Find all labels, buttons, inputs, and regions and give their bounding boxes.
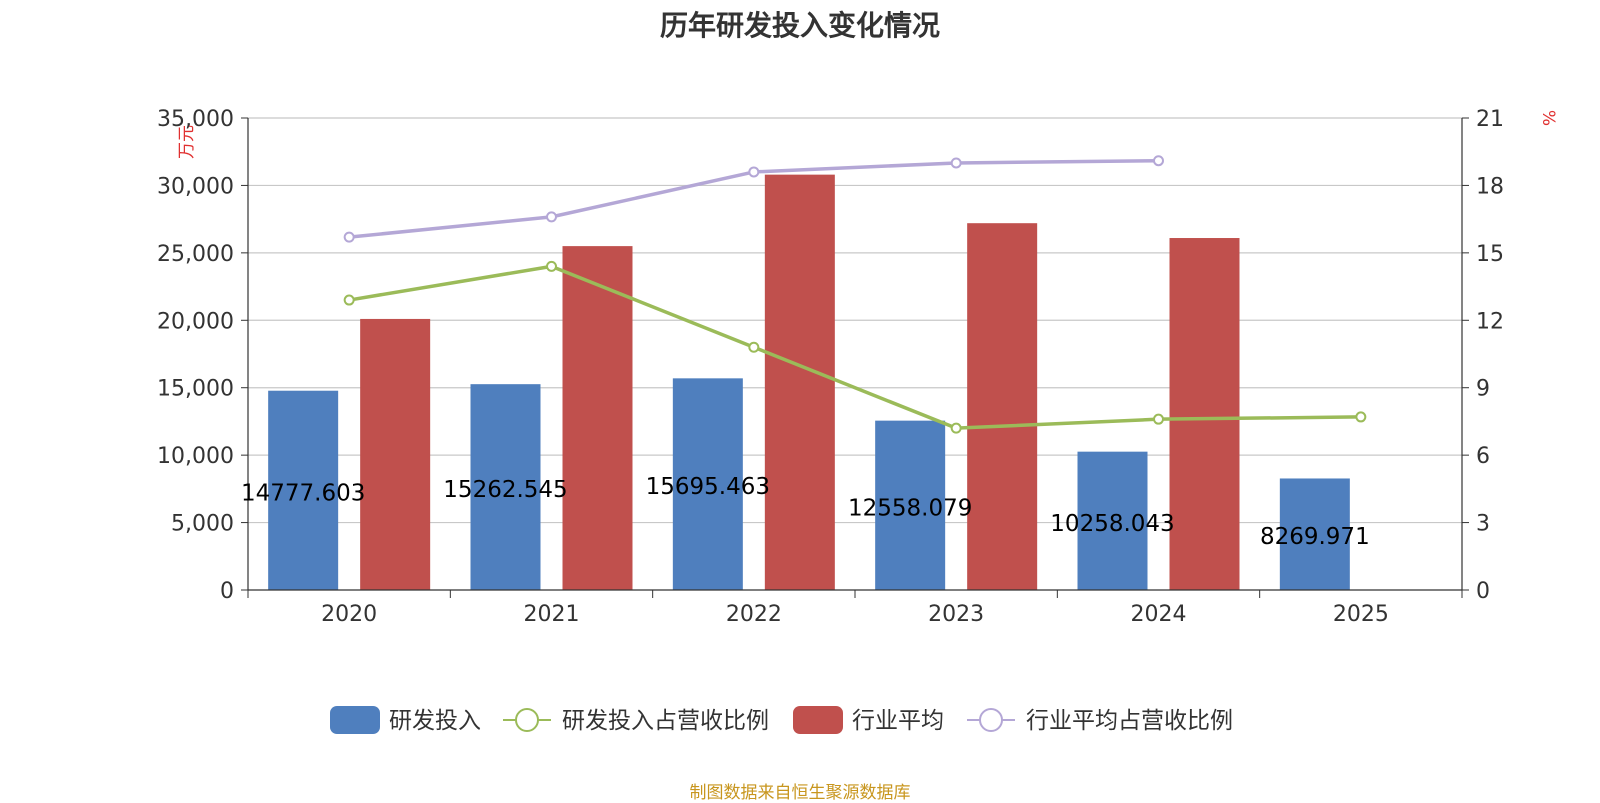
legend-marker-研发投入占营收比例: [515, 708, 539, 732]
legend-item-行业平均占营收比例: 行业平均占营收比例: [967, 708, 1233, 734]
left-axis-unit-label: 万元: [177, 125, 197, 159]
bar-行业平均-2021: [562, 246, 633, 590]
left-axis-tick-label: 20,000: [157, 309, 234, 334]
point-研发投入占营收比例: [748, 341, 760, 353]
x-axis-tick-label: 2025: [1333, 602, 1389, 627]
x-axis-tick-label: 2023: [928, 602, 984, 627]
right-axis-tick-label: 12: [1476, 309, 1504, 334]
right-axis-tick-label: 0: [1476, 579, 1490, 604]
x-axis-tick-label: 2020: [321, 602, 377, 627]
x-axis-tick-label: 2022: [726, 602, 782, 627]
point-研发投入占营收比例: [950, 422, 962, 434]
point-行业平均占营收比例: [748, 166, 760, 178]
x-axis-tick-label: 2021: [524, 602, 580, 627]
bar-行业平均-2020: [360, 318, 431, 590]
data-label: 10258.043: [1050, 511, 1174, 537]
right-axis-tick-label: 15: [1476, 242, 1504, 267]
data-label: 15262.545: [443, 477, 567, 503]
right-axis-tick-label: 9: [1476, 377, 1490, 402]
point-行业平均占营收比例: [343, 231, 355, 243]
bar-研发投入-2024: [1077, 451, 1148, 590]
bar-series: [268, 174, 1350, 590]
line-series: [343, 155, 1367, 434]
legend-label: 行业平均: [852, 708, 944, 734]
point-行业平均占营收比例: [1153, 155, 1164, 167]
left-axis-tick-label: 25,000: [157, 242, 234, 267]
left-axis-tick-label: 30,000: [157, 174, 234, 199]
left-axis-tick-label: 10,000: [157, 444, 234, 469]
point-行业平均占营收比例: [546, 211, 557, 223]
data-label: 8269.971: [1260, 524, 1370, 550]
right-axis-tick-label: 18: [1476, 174, 1504, 199]
right-axis-tick-label: 6: [1476, 444, 1490, 469]
legend-label: 行业平均占营收比例: [1026, 708, 1233, 734]
left-axis-tick-label: 15,000: [157, 377, 234, 402]
left-axis-tick-label: 0: [220, 579, 234, 604]
point-研发投入占营收比例: [1153, 413, 1164, 425]
right-axis-tick-label: 3: [1476, 512, 1490, 537]
bar-研发投入-2022: [672, 378, 743, 590]
legend-marker-行业平均占营收比例: [979, 708, 1003, 732]
left-axis-tick-label: 5,000: [171, 512, 234, 537]
right-axis-tick-label: 21: [1476, 107, 1504, 132]
source-note: 制图数据来自恒生聚源数据库: [689, 783, 911, 803]
legend-item-行业平均: 行业平均: [793, 706, 944, 734]
line-研发投入占营收比例: [348, 264, 1361, 430]
legend-swatch-研发投入: [330, 706, 380, 734]
point-行业平均占营收比例: [950, 157, 962, 169]
right-axis-unit-label: %: [1538, 110, 1558, 126]
data-label: 14777.603: [241, 480, 365, 506]
data-label: 15695.463: [646, 474, 770, 500]
legend: 研发投入 研发投入占营收比例 行业平均 行业平均占营收比例: [330, 706, 1233, 734]
legend-label: 研发投入: [389, 708, 481, 734]
bar-行业平均-2023: [967, 223, 1038, 590]
data-labels: 14777.603 15262.545 15695.463 12558.079 1025…: [241, 474, 1370, 550]
bar-行业平均-2022: [764, 174, 835, 590]
data-label: 12558.079: [848, 495, 972, 521]
point-研发投入占营收比例: [546, 260, 557, 272]
bar-研发投入-2020: [268, 390, 339, 590]
axes: 0 0 5,000 3 10,000 6 15,000 9 20,000 12 25,000 15 30…: [157, 107, 1558, 627]
left-axis-tick-label: 35,000: [157, 107, 234, 132]
bar-研发投入-2021: [470, 384, 541, 590]
legend-label: 研发投入占营收比例: [562, 708, 769, 734]
legend-swatch-行业平均: [793, 706, 843, 734]
x-axis-tick-label: 2024: [1131, 602, 1187, 627]
bar-行业平均-2024: [1169, 238, 1240, 590]
chart-title: 历年研发投入变化情况: [659, 9, 940, 42]
bar-研发投入-2023: [875, 420, 946, 590]
legend-item-研发投入: 研发投入: [330, 706, 481, 734]
bar-研发投入-2025: [1279, 478, 1350, 590]
point-研发投入占营收比例: [343, 294, 355, 306]
legend-item-研发投入占营收比例: 研发投入占营收比例: [503, 708, 769, 734]
point-研发投入占营收比例: [1355, 411, 1367, 423]
